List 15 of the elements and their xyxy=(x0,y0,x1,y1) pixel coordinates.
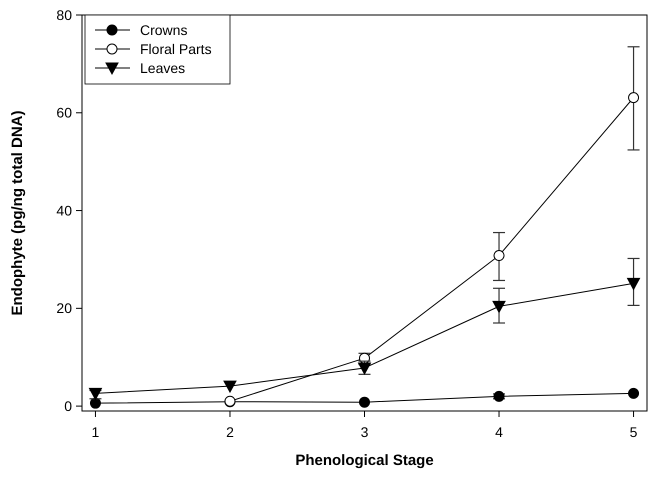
legend-label: Floral Parts xyxy=(140,40,212,57)
x-axis-title: Phenological Stage xyxy=(295,452,434,469)
x-tick-label: 1 xyxy=(92,424,100,440)
y-tick-label: 60 xyxy=(56,104,72,121)
y-tick-label: 40 xyxy=(56,202,72,218)
y-tick-label: 20 xyxy=(56,300,72,316)
y-tick-label: 80 xyxy=(56,6,72,23)
y-axis-title: Endophyte (pg/ng total DNA) xyxy=(9,110,26,316)
legend-label: Crowns xyxy=(140,22,188,38)
legend-label: Leaves xyxy=(140,60,186,76)
x-tick-label: 2 xyxy=(226,424,234,440)
x-tick-label: 3 xyxy=(360,424,369,440)
y-tick-label: 0 xyxy=(64,398,72,414)
x-tick-label: 5 xyxy=(630,424,638,440)
x-tick-label: 4 xyxy=(495,424,504,440)
